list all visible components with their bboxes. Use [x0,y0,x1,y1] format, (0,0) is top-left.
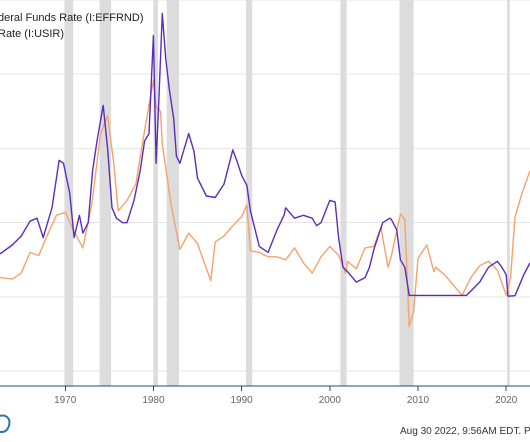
recession-band-5 [340,0,347,386]
x-tick-label-4: 2010 [407,395,430,406]
series-line-0 [0,12,530,297]
logo-mark [0,414,11,433]
x-tick-label-3: 2000 [319,395,342,406]
series-lines [0,12,530,328]
gridlines [0,0,530,372]
recession-band-3 [166,0,180,386]
recession-band-0 [64,0,74,386]
recession-band-7 [507,0,510,386]
legend-label-usir: Rate (I:USIR) [0,28,64,40]
x-tick-label-1: 1980 [142,395,165,406]
x-tick-label-5: 2020 [495,395,518,406]
x-tick-label-2: 1990 [231,395,254,406]
recession-band-2 [153,0,158,386]
recession-band-4 [246,0,253,386]
recession-bands [64,0,510,386]
x-axis-ticks: 1970 1980 1990 2000 2010 2020 [54,386,518,406]
x-tick-label-0: 1970 [54,395,77,406]
series-line-1 [0,79,530,328]
footer-timestamp: Aug 30 2022, 9:56AM EDT. Powered [400,426,530,437]
legend-label-fed: deral Funds Rate (I:EFFRND) [0,12,143,24]
recession-band-1 [99,0,112,386]
recession-band-6 [399,0,414,386]
